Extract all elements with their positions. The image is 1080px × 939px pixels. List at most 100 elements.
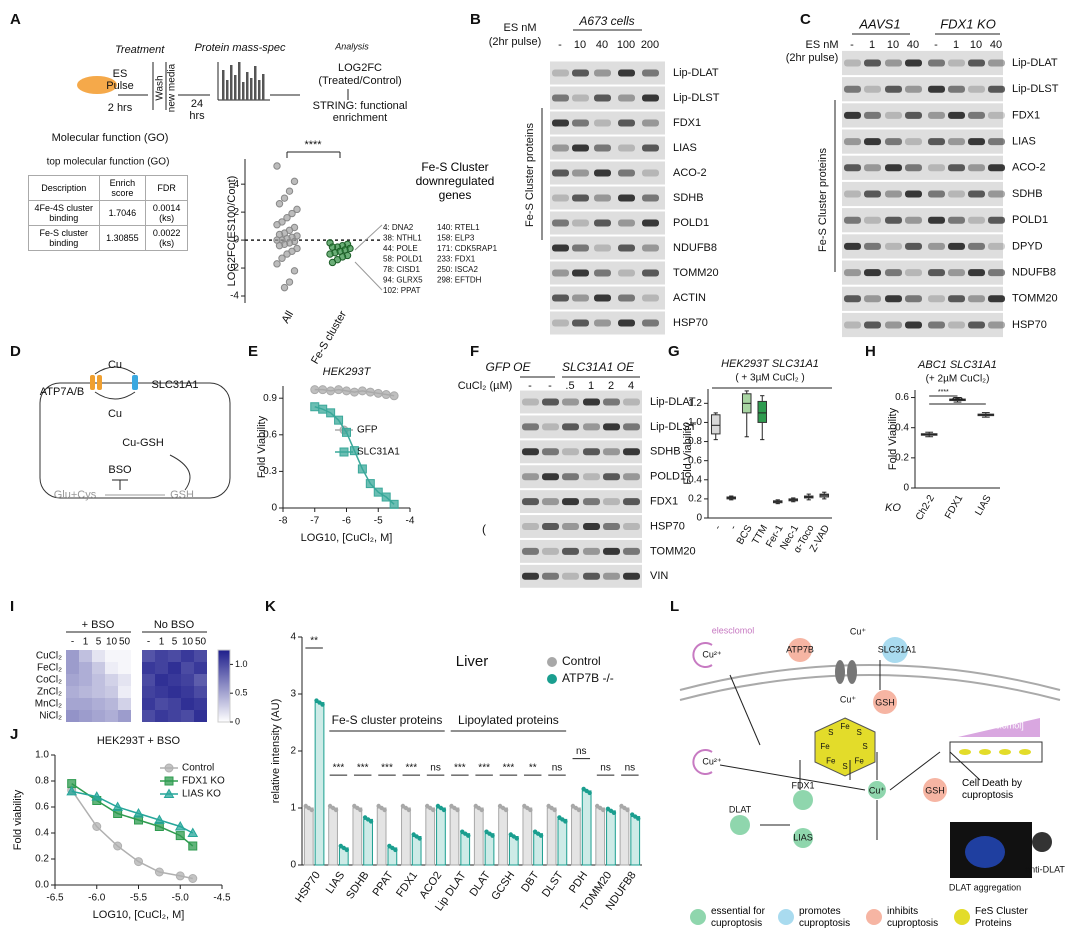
y-tick-label: -2 <box>230 263 239 274</box>
point <box>92 822 102 831</box>
x-tick-label: FDX1 <box>394 870 420 900</box>
blot-row-label: FDX1 <box>1012 109 1040 121</box>
point <box>310 402 320 412</box>
gene-label: 250: ISCA2 <box>437 265 478 274</box>
x-tick-label: -6.5 <box>46 893 64 904</box>
point <box>389 391 399 401</box>
blot-band <box>988 321 1005 329</box>
blot-band <box>864 59 881 67</box>
blot-band <box>864 164 881 172</box>
blot-band <box>552 94 569 102</box>
y-tick-label: 0.2 <box>35 854 49 865</box>
x-tick-label: - <box>728 523 739 531</box>
blot-band <box>928 138 945 146</box>
blot-band <box>542 423 559 431</box>
heat-cell <box>168 686 181 698</box>
bar <box>557 818 568 866</box>
table-cell: Fe-S cluster binding <box>28 225 100 251</box>
series-line <box>71 782 194 847</box>
y-tick-label: -4 <box>230 291 239 302</box>
lane-label: - <box>528 380 532 392</box>
column-label: - <box>71 637 74 648</box>
bar-dot <box>587 790 592 796</box>
y-axis-label: Fold viability <box>12 789 24 850</box>
colorbar-label: 0 <box>235 716 240 726</box>
point <box>381 492 391 502</box>
blot-band <box>988 138 1005 146</box>
blot-band <box>844 59 861 67</box>
blot-band <box>594 269 611 277</box>
chart-title: HEK293T + BSO <box>97 735 181 747</box>
blot-band <box>988 295 1005 303</box>
lane-label: 4 <box>628 380 634 392</box>
blot-band <box>562 523 579 530</box>
diagram-label: GSH <box>925 785 945 795</box>
chart-subtitle: (+ 2µM CuCl₂) <box>926 374 990 385</box>
blot-band <box>572 144 589 152</box>
blot-strip <box>520 564 642 588</box>
blot-band <box>594 244 611 252</box>
label: AAVS1 <box>858 16 900 31</box>
y-tick-label: 0.4 <box>35 828 49 839</box>
bar <box>533 833 543 866</box>
legend-label: Control <box>562 654 601 668</box>
point <box>164 763 174 773</box>
diagram-label: [elesclomol] <box>976 720 1024 730</box>
blot-band <box>623 473 640 481</box>
blot-band <box>552 294 569 302</box>
y-tick-label: 0.4 <box>688 474 702 485</box>
genes-title: Fe-S Cluster downregulated genes <box>415 160 495 202</box>
point <box>154 867 164 877</box>
blot-strip <box>550 311 665 335</box>
x-tick-label: -5.5 <box>130 893 148 904</box>
point <box>275 241 284 250</box>
y-axis-label: LOG2FC(ES100/Cont) <box>226 176 238 287</box>
heat-cell <box>168 650 181 662</box>
x-tick-label: -4 <box>406 516 415 527</box>
heat-cell <box>194 674 207 686</box>
label: CuCl₂ (µM) <box>458 380 513 392</box>
blot-band <box>594 194 611 202</box>
y-axis-label: Fold Viability <box>256 415 268 478</box>
blot-band <box>594 219 611 227</box>
diagram-label: FDX1 <box>791 780 814 790</box>
protein <box>793 828 813 848</box>
y-axis-label: Fold Viability <box>682 422 694 485</box>
blot-band <box>583 473 600 481</box>
blot-band <box>623 423 640 431</box>
diagram-label: ATP7A/B <box>40 386 84 398</box>
blot-band <box>562 547 579 555</box>
point <box>326 386 336 396</box>
blot-band <box>988 59 1005 67</box>
spectrum-peak <box>230 65 233 100</box>
x-tick-label: -8 <box>279 516 288 527</box>
legend-dot <box>954 909 970 925</box>
point <box>285 187 294 195</box>
protein <box>868 781 886 799</box>
y-tick-label: 0.4 <box>895 422 909 433</box>
blot-band <box>618 119 635 127</box>
heat-cell <box>155 662 168 674</box>
callout <box>354 224 383 251</box>
channel <box>847 660 857 684</box>
column-label: 50 <box>195 637 207 648</box>
bar-dot <box>490 833 495 838</box>
blot-band <box>948 111 965 119</box>
column-label: 5 <box>96 637 102 648</box>
x-axis-label: KO <box>885 502 901 514</box>
significance: ns <box>430 763 441 774</box>
label: (2hr pulse) <box>489 36 542 48</box>
point <box>280 283 289 292</box>
lane-label: 10 <box>970 39 982 51</box>
bar-dot <box>503 807 509 813</box>
blot-band <box>618 144 635 152</box>
workflow-label: hrs <box>189 110 205 122</box>
diagram-label: LIAS <box>793 832 813 842</box>
atom-label: Fe <box>820 742 830 751</box>
x-tick-label: PDH <box>567 869 590 895</box>
callout <box>354 261 383 291</box>
channel <box>835 660 845 684</box>
blot-band <box>522 398 539 406</box>
blot-row-label: HSP70 <box>650 520 685 532</box>
y-tick-label: 2 <box>233 207 239 218</box>
